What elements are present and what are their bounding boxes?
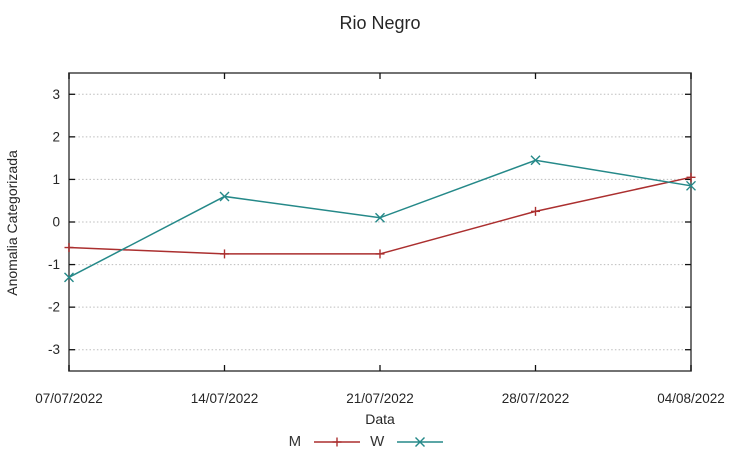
- series-line-M: [68, 176, 692, 255]
- cross-marker: [375, 212, 385, 223]
- x-tick-label: 04/08/2022: [657, 391, 725, 406]
- y-tick-label: 3: [52, 87, 60, 102]
- legend-line-sample: [314, 437, 361, 446]
- y-tick-label: -3: [48, 342, 60, 357]
- series-line-W: [68, 159, 692, 279]
- legend-line-sample: [397, 436, 444, 447]
- x-tick-label: 14/07/2022: [191, 391, 259, 406]
- legend-item-M: M: [289, 433, 364, 450]
- x-tick-label: 21/07/2022: [346, 391, 414, 406]
- cross-marker: [415, 436, 426, 447]
- x-axis-label: Data: [365, 411, 395, 427]
- x-tick-label: 07/07/2022: [35, 391, 103, 406]
- legend-label: W: [370, 433, 385, 450]
- series-W: [64, 155, 696, 283]
- y-tick-label: 2: [52, 129, 60, 144]
- legend-label: M: [288, 433, 302, 450]
- cross-marker: [686, 180, 696, 191]
- y-tick-label: -1: [48, 257, 60, 272]
- cross-marker: [530, 155, 541, 166]
- y-tick-label: 1: [52, 172, 60, 187]
- x-tick-label: 28/07/2022: [502, 391, 570, 406]
- cross-marker: [219, 191, 230, 202]
- legend-item-W: W: [370, 433, 446, 450]
- y-tick-label: -2: [48, 300, 60, 315]
- series-M: [64, 172, 696, 259]
- y-tick-label: 0: [52, 215, 60, 230]
- chart-title: Rio Negro: [339, 13, 421, 33]
- cross-marker: [64, 272, 74, 283]
